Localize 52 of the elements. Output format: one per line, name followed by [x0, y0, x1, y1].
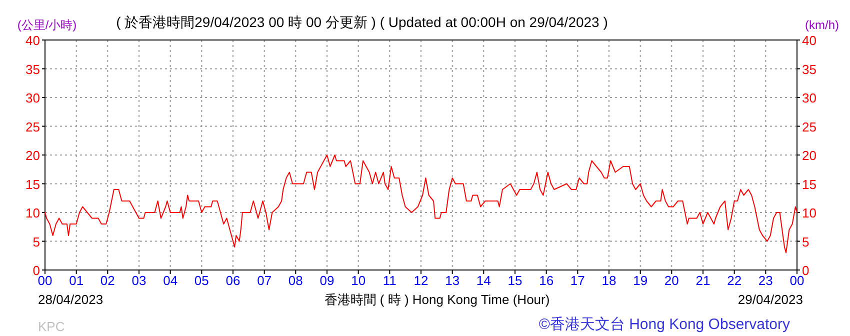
- y2-tick-label: 0: [802, 263, 810, 278]
- y-tick-label: 15: [26, 176, 40, 192]
- y-tick-label: 40: [26, 33, 40, 48]
- text: 29/04/2023: [738, 292, 803, 307]
- x-tick-label: 22: [727, 273, 742, 288]
- x-tick-label: 05: [194, 273, 209, 288]
- x-tick-label: 06: [226, 273, 240, 288]
- x-tick-label: 14: [476, 273, 491, 288]
- x-tick-label: 16: [539, 273, 554, 288]
- y2-tick-label: 35: [802, 62, 816, 77]
- y2-tick-label: 40: [802, 33, 816, 48]
- x-tick-label: 12: [414, 273, 428, 288]
- x-tick-label: 10: [351, 273, 366, 288]
- y2-tick-label: 5: [802, 234, 810, 250]
- x-tick-label: 04: [163, 273, 178, 288]
- text: KPC: [38, 319, 65, 334]
- text: 28/04/2023: [38, 292, 104, 307]
- y-tick-label: 30: [26, 90, 40, 106]
- x-tick-label: 21: [696, 273, 710, 288]
- y2-axis-title: (km/h): [805, 18, 839, 32]
- chart-title: ( 於香港時間29/04/2023 00 時 00 分更新 ) ( Updated at 00:00H on 29/04/2023 ): [116, 14, 608, 30]
- y2-tick-label: 10: [802, 206, 816, 220]
- y2-tick-label: 25: [802, 119, 816, 134]
- y-tick-label: 20: [26, 148, 40, 163]
- x-tick-label: 08: [288, 273, 303, 288]
- y2-tick-label: 30: [802, 90, 816, 106]
- x-tick-label: 00: [38, 273, 52, 288]
- y2-tick-label: 20: [802, 148, 816, 163]
- x-tick-label: 17: [570, 273, 585, 288]
- y-tick-label: 5: [32, 234, 40, 250]
- x-tick-label: 02: [100, 273, 115, 288]
- x-tick-label: 07: [257, 273, 272, 288]
- y-tick-label: 35: [26, 62, 40, 77]
- y-tick-label: 0: [32, 263, 40, 278]
- x-tick-label: 19: [633, 273, 648, 288]
- x-tick-label: 13: [445, 273, 460, 288]
- y-tick-label: 25: [26, 119, 40, 134]
- x-tick-label: 20: [664, 273, 679, 288]
- x-tick-label: 15: [508, 273, 522, 288]
- text: ©香港天文台 Hong Kong Observatory: [538, 316, 790, 333]
- x-tick-label: 18: [602, 273, 616, 288]
- x-tick-label: 01: [69, 273, 84, 288]
- x-tick-label: 03: [132, 273, 146, 288]
- y-axis-title: (公里/小時): [17, 18, 77, 32]
- x-tick-label: 23: [758, 273, 773, 288]
- line-series: [44, 154, 798, 254]
- x-tick-label: 11: [382, 273, 396, 288]
- x-axis-title: 香港時間 ( 時 ) Hong Kong Time (Hour): [324, 292, 550, 307]
- x-tick-label: 09: [320, 273, 334, 288]
- y2-tick-label: 15: [802, 176, 816, 192]
- x-tick-label: 00: [790, 273, 804, 288]
- y-tick-label: 10: [26, 206, 40, 220]
